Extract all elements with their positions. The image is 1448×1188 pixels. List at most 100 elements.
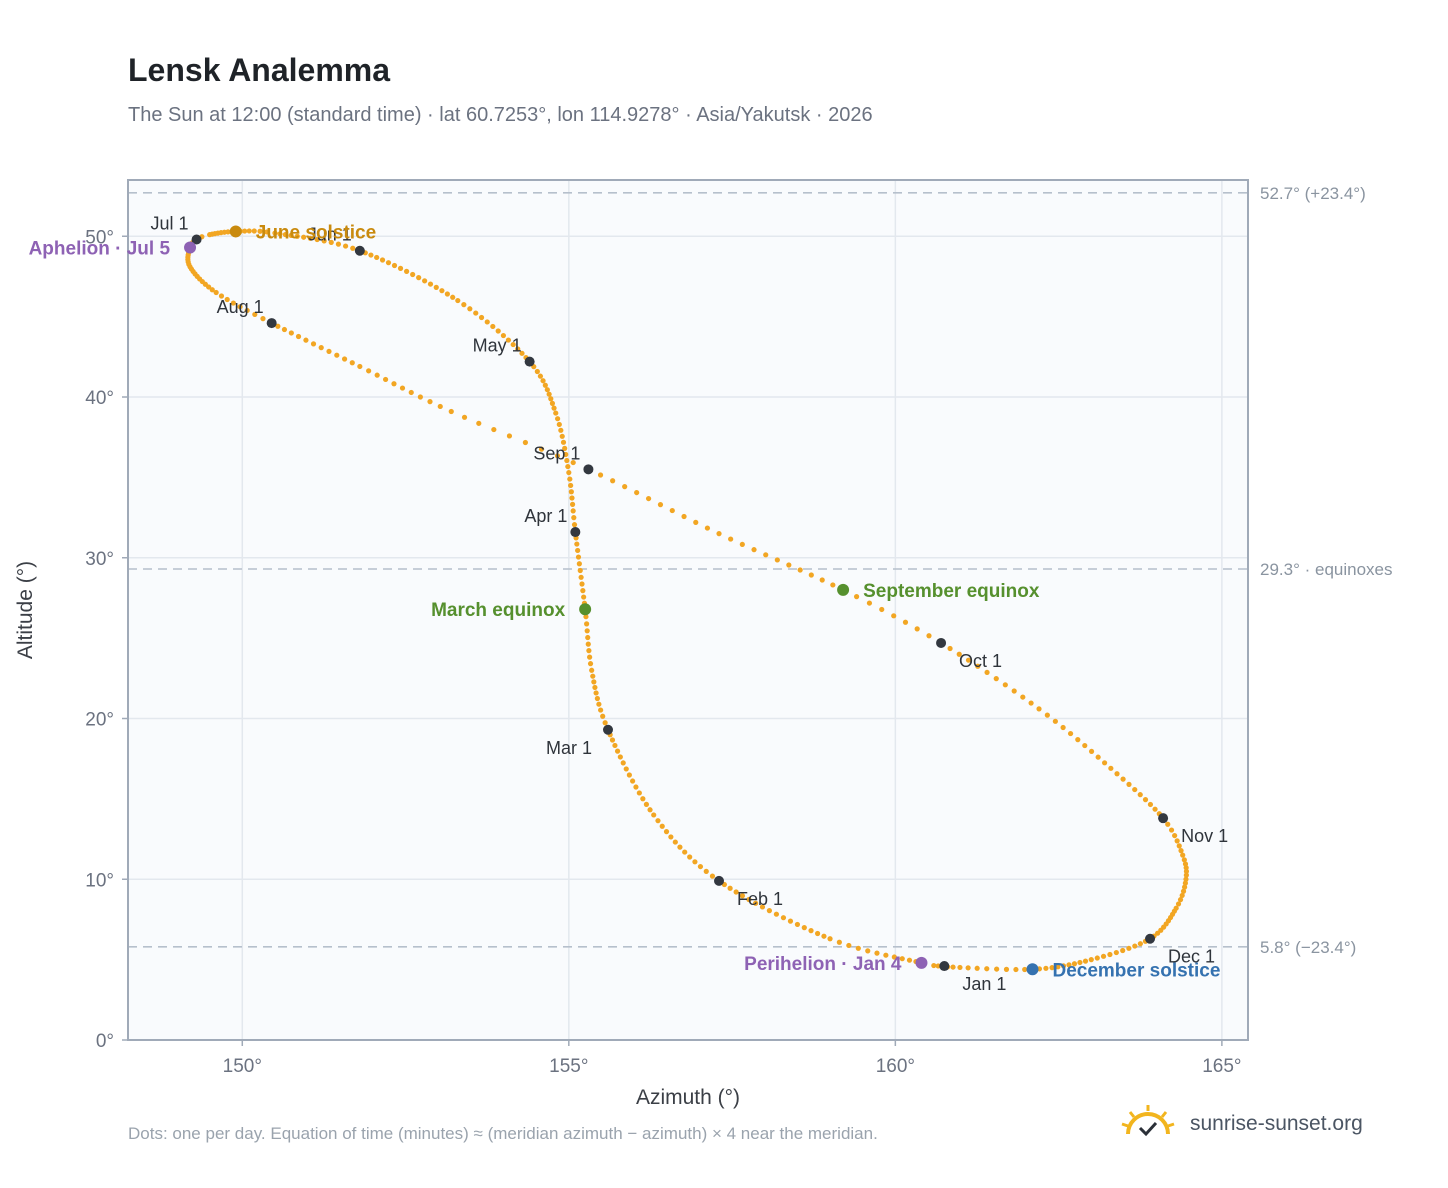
sun-check-icon (1121, 1105, 1175, 1137)
day-dot (1179, 892, 1185, 899)
day-dot (677, 844, 683, 850)
day-dot (1066, 962, 1072, 968)
day-dot (584, 621, 590, 627)
day-dot (891, 613, 897, 619)
day-dot (630, 778, 636, 784)
day-dot (1175, 901, 1182, 907)
day-dot (379, 257, 386, 263)
day-dot (571, 515, 577, 521)
day-dot (883, 952, 889, 958)
x-tick-label: 150° (223, 1056, 262, 1077)
event-label: September equinox (863, 581, 1040, 602)
chart-subtitle: The Sun at 12:00 (standard time) · lat 6… (128, 104, 873, 126)
day-dot (264, 229, 270, 235)
day-dot (1120, 776, 1126, 782)
day-dot (1044, 712, 1050, 718)
day-dot (659, 823, 665, 829)
month-marker (583, 464, 594, 475)
event-marker (579, 603, 592, 616)
day-dot (1022, 966, 1028, 973)
day-dot (237, 304, 243, 310)
month-label: Feb 1 (737, 889, 783, 909)
x-tick-label: 155° (549, 1056, 588, 1077)
day-dot (728, 536, 734, 542)
day-dot (448, 408, 454, 415)
y-tick-label: 0° (96, 1031, 114, 1052)
day-dot (636, 790, 642, 796)
day-dot (956, 651, 962, 657)
day-dot (1155, 930, 1161, 936)
day-dot (569, 501, 576, 507)
day-dot (350, 245, 356, 251)
month-label: Apr 1 (524, 506, 567, 526)
day-dot (993, 676, 999, 682)
day-dot (657, 501, 664, 508)
day-dot (1060, 963, 1067, 969)
day-dot (310, 341, 317, 347)
brand[interactable]: sunrise-sunset.org (1120, 1104, 1363, 1144)
month-label: Jan 1 (962, 974, 1006, 994)
day-dot (374, 254, 380, 261)
day-dot (947, 645, 953, 652)
y-axis-ticks: 0° 10° 20° 30° 40° 50° (85, 227, 128, 1052)
day-dot (1002, 682, 1008, 688)
day-dot (213, 289, 219, 296)
day-dot (410, 271, 416, 278)
day-dot (591, 679, 597, 685)
plot-background (128, 180, 1248, 1040)
day-dot (1055, 964, 1061, 970)
day-dot (397, 265, 404, 271)
day-dot (251, 228, 257, 234)
day-dot (558, 427, 564, 433)
day-dot (1126, 945, 1132, 951)
day-dot (598, 707, 604, 713)
day-dot (1020, 694, 1026, 700)
reference-line-label: 29.3° · equinoxes (1260, 560, 1393, 579)
day-dot (612, 742, 618, 749)
day-dot (427, 399, 433, 405)
day-dot (538, 446, 545, 452)
month-marker (266, 318, 277, 329)
day-dot (819, 577, 825, 583)
day-dot (368, 252, 374, 258)
day-dot (569, 495, 575, 501)
day-dot (622, 484, 628, 490)
day-dot (602, 720, 608, 726)
day-dot (651, 812, 657, 818)
day-dot (422, 278, 428, 284)
day-dot (542, 382, 548, 388)
day-dot (663, 829, 670, 835)
day-dot (578, 574, 584, 580)
day-dot (830, 582, 836, 588)
day-dot (620, 760, 626, 766)
day-dot (1108, 765, 1114, 771)
day-dot (965, 965, 971, 971)
day-dot (592, 684, 598, 691)
day-dot (1049, 965, 1055, 971)
day-dot (537, 373, 544, 379)
day-dot (1003, 966, 1010, 972)
day-dot (554, 453, 561, 459)
day-dot (1067, 730, 1074, 737)
day-dot (476, 420, 482, 426)
day-dot (399, 385, 406, 391)
day-dot (275, 323, 281, 329)
month-label: Dec 1 (1168, 947, 1215, 967)
day-dot (1180, 888, 1187, 894)
day-dot (342, 243, 349, 249)
day-dot (433, 284, 439, 290)
day-dot (385, 260, 392, 266)
day-dot (574, 541, 580, 547)
y-tick-label: 30° (85, 549, 114, 570)
day-dot (567, 476, 573, 482)
day-dot (1126, 781, 1132, 787)
day-dot (559, 433, 565, 439)
day-dot (467, 306, 473, 312)
month-marker (191, 234, 202, 245)
day-dot (522, 439, 528, 446)
day-dot (491, 426, 497, 433)
event-label: June solstice (256, 222, 376, 243)
day-dot (1178, 848, 1184, 854)
day-dot (594, 695, 600, 702)
day-dot (617, 754, 623, 760)
